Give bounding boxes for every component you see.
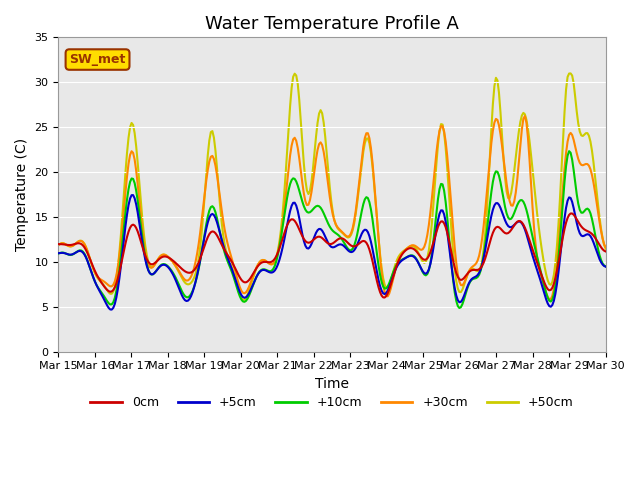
Title: Water Temperature Profile A: Water Temperature Profile A: [205, 15, 459, 33]
Y-axis label: Temperature (C): Temperature (C): [15, 138, 29, 251]
X-axis label: Time: Time: [315, 377, 349, 391]
Text: SW_met: SW_met: [69, 53, 125, 66]
Legend: 0cm, +5cm, +10cm, +30cm, +50cm: 0cm, +5cm, +10cm, +30cm, +50cm: [86, 391, 579, 414]
